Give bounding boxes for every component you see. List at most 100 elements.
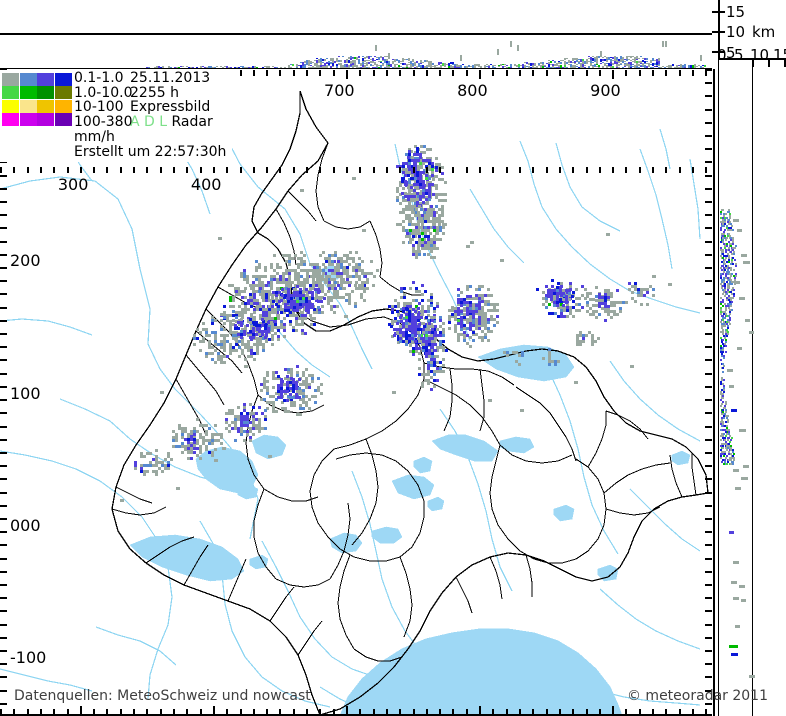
top-profile-pixel <box>230 67 232 68</box>
top-profile-pixel <box>580 63 582 66</box>
right-profile-pixel <box>731 301 733 303</box>
top-profile-pixel <box>344 60 346 62</box>
top-profile-pixel <box>430 61 432 62</box>
top-profile-pixel <box>688 65 690 68</box>
echo-cell-plateau-3-core <box>184 435 199 450</box>
top-profile-spike-2 <box>460 55 462 61</box>
y-tick-left-55 <box>0 452 7 454</box>
top-profile-pixel <box>620 63 622 64</box>
right-profile-mark-10 <box>741 477 748 480</box>
right-profile-pixel <box>728 259 730 261</box>
right-profile-pixel <box>726 293 728 295</box>
top-profile-pixel <box>628 62 630 64</box>
corner-tick-h-5 <box>752 58 754 67</box>
x-tick-secondary-720 <box>373 167 375 173</box>
right-profile-mark-20 <box>731 653 738 656</box>
y-tick-right--85 <box>705 637 712 639</box>
top-profile-pixel <box>440 62 442 64</box>
right-profile-pixel <box>728 249 730 251</box>
top-profile-pixel <box>610 57 612 58</box>
top-profile-pixel <box>550 67 552 68</box>
right-profile-mark-24 <box>745 319 750 322</box>
top-profile-pixel <box>608 57 610 59</box>
river-15 <box>609 360 701 442</box>
right-profile-pixel <box>722 289 724 291</box>
top-profile-pixel <box>348 60 350 62</box>
top-profile-pixel <box>464 66 466 68</box>
right-profile-pixel <box>720 423 722 425</box>
river-9 <box>0 450 173 700</box>
echo-cell-ne-6 <box>503 351 524 366</box>
top-profile-pixel <box>410 66 412 68</box>
top-profile-pixel <box>250 67 252 68</box>
top-profile-pixel <box>316 63 318 65</box>
right-profile-mark-17 <box>741 599 746 602</box>
corner-label-5: 5 <box>726 44 736 62</box>
top-profile-pixel <box>446 64 448 65</box>
radar-map[interactable] <box>0 69 712 716</box>
legend-row-0: 0.1-1.0 25.11.2013 <box>74 70 232 86</box>
y-tick-left-35 <box>0 478 7 480</box>
y-tick-left-275 <box>0 161 7 163</box>
right-profile-pixel <box>726 271 728 273</box>
right-profile-pixel <box>721 417 723 419</box>
top-profile-pixel <box>524 65 526 68</box>
right-profile-pixel <box>721 233 723 235</box>
right-profile-pixel <box>731 261 733 263</box>
top-profile-pixel <box>432 63 434 65</box>
right-profile-pixel <box>722 273 724 275</box>
top-profile-pixel <box>226 66 228 68</box>
right-profile-pixel <box>720 277 722 279</box>
top-profile-pixel <box>380 62 382 63</box>
right-profile-pixel <box>727 331 729 333</box>
top-profile-pixel <box>408 62 410 63</box>
cantonal-border-6 <box>489 444 535 560</box>
x-tick-bottom-480 <box>53 709 55 716</box>
right-profile-pixel <box>722 383 724 385</box>
y-tick-left--35 <box>0 571 7 573</box>
cantonal-border-30 <box>587 411 607 468</box>
x-tick-secondary-920 <box>639 167 641 173</box>
x-tick-bottom-500 <box>80 706 82 716</box>
legend-swatch-1-3 <box>54 86 72 100</box>
top-profile-pixel <box>458 65 460 67</box>
top-profile-pixel <box>548 60 550 61</box>
top-profile-pixel <box>296 66 298 68</box>
top-profile-pixel <box>510 66 512 68</box>
right-profile-pixel <box>724 337 726 339</box>
top-profile-pixel <box>588 61 590 62</box>
right-profile-pixel <box>729 309 731 311</box>
right-profile-pixel <box>734 279 736 281</box>
right-profile-pixel <box>726 429 728 431</box>
right-profile-pixel <box>727 235 729 237</box>
top-profile-pixel <box>452 64 454 65</box>
y-tick-right-25 <box>705 492 712 494</box>
right-profile-pixel <box>722 395 724 397</box>
top-profile-pixel <box>646 58 648 60</box>
top-profile-pixel <box>640 61 642 63</box>
right-profile-pixel <box>725 275 727 277</box>
right-profile-pixel <box>722 347 724 349</box>
echo-speck-20 <box>300 189 304 192</box>
top-profile-pixel <box>576 66 578 67</box>
top-profile-pixel <box>616 61 618 64</box>
legend-row-1: 1.0-10.0 2255 h <box>74 85 232 101</box>
echo-cell-ne-3 <box>628 282 655 306</box>
right-profile-pixel <box>723 323 725 325</box>
legend-swatch-3-0 <box>2 113 19 127</box>
right-profile-pixel <box>724 425 726 427</box>
top-profile-pixel <box>594 59 596 62</box>
top-profile-pixel <box>542 62 544 64</box>
legend-swatch-3-2 <box>37 113 54 127</box>
right-profile-pixel <box>724 405 726 407</box>
y-tick-right-115 <box>705 373 712 375</box>
right-profile-pixel <box>732 243 734 245</box>
top-profile-pixel <box>396 67 398 68</box>
right-profile-pixel <box>725 257 727 259</box>
top-profile-pixel <box>690 65 692 68</box>
x-tick-bottom-620 <box>240 709 242 716</box>
right-profile-pixel <box>729 311 731 313</box>
cantonal-border-42 <box>227 558 247 602</box>
right-profile-pixel <box>729 283 731 285</box>
right-profile-pixel <box>725 409 727 411</box>
